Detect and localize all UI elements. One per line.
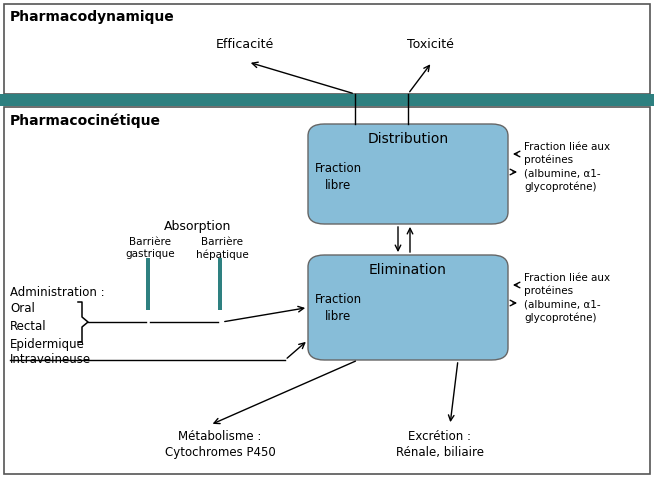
Text: Distribution: Distribution (368, 132, 449, 146)
Text: Barrière
hépatique: Barrière hépatique (196, 237, 249, 260)
Text: Toxicité: Toxicité (407, 38, 453, 51)
Bar (4, 4, 650, 94)
Text: Efficacité: Efficacité (216, 38, 274, 51)
Text: Pharmacodynamique: Pharmacodynamique (10, 10, 175, 24)
Text: Fraction
libre: Fraction libre (315, 162, 362, 192)
Text: Intraveineuse: Intraveineuse (10, 353, 91, 366)
Bar (218, 258, 222, 310)
Bar (0, 94, 654, 106)
Text: Pharmacocinétique: Pharmacocinétique (10, 113, 161, 127)
Text: Fraction liée aux
protéines
(albumine, α1-
glycoproténe): Fraction liée aux protéines (albumine, α… (524, 273, 610, 323)
FancyBboxPatch shape (308, 124, 508, 224)
Text: Administration :: Administration : (10, 286, 105, 299)
Text: Métabolisme :
Cytochromes P450: Métabolisme : Cytochromes P450 (165, 430, 275, 459)
Bar (146, 258, 150, 310)
Text: Fraction liée aux
protéines
(albumine, α1-
glycoproténe): Fraction liée aux protéines (albumine, α… (524, 142, 610, 192)
Text: Oral
Rectal
Epidermique: Oral Rectal Epidermique (10, 302, 85, 351)
Bar (4, 107, 650, 474)
Text: Absorption: Absorption (164, 220, 232, 233)
Text: Barrière
gastrique: Barrière gastrique (125, 237, 175, 260)
Text: Excrétion :
Rénale, biliaire: Excrétion : Rénale, biliaire (396, 430, 484, 459)
FancyBboxPatch shape (308, 255, 508, 360)
Text: Fraction
libre: Fraction libre (315, 293, 362, 323)
Text: Elimination: Elimination (369, 263, 447, 277)
